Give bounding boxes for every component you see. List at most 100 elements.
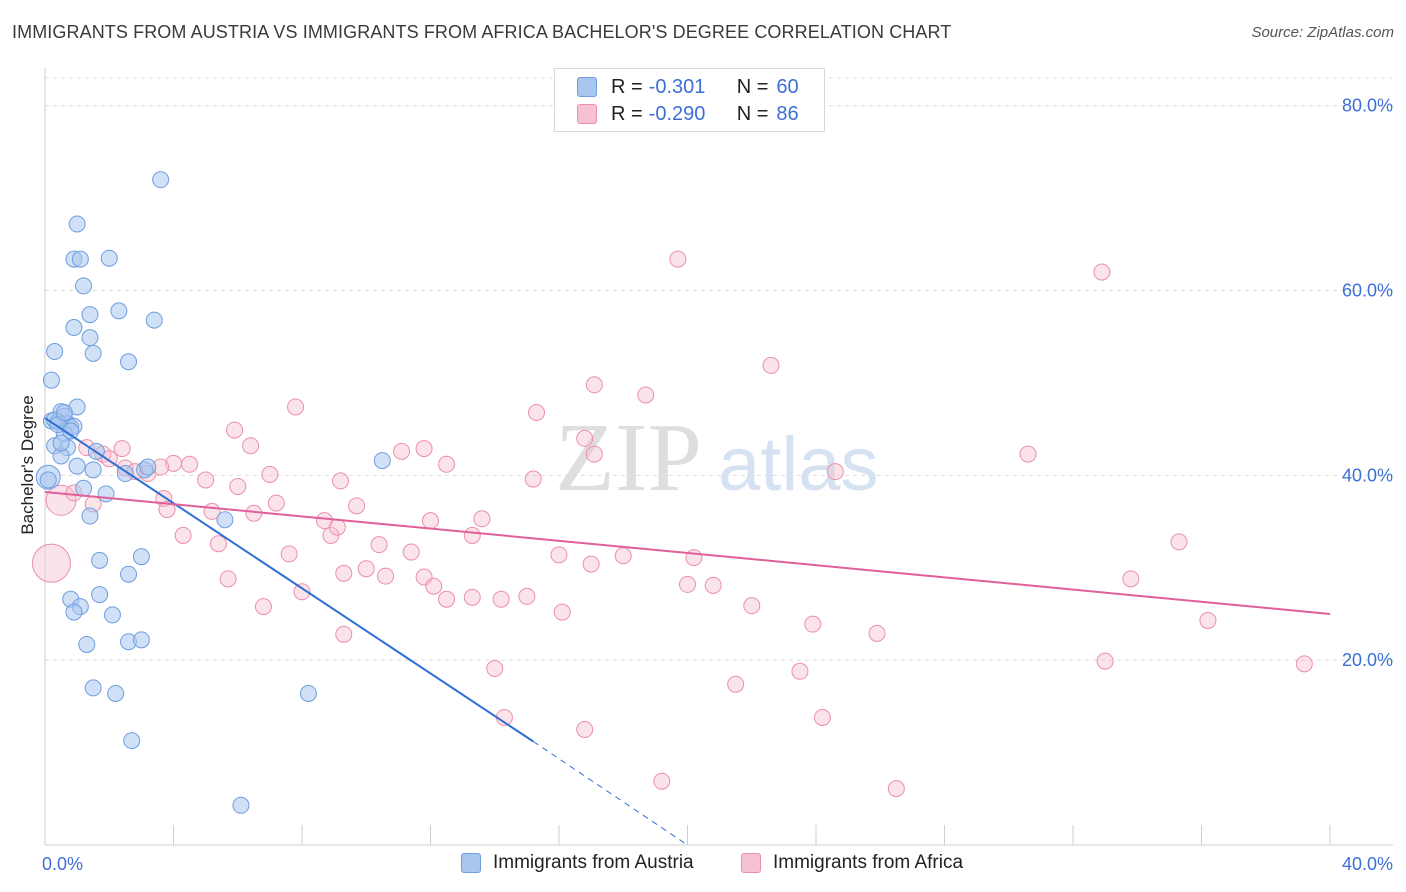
legend-swatch-africa xyxy=(577,104,597,124)
austria-point xyxy=(97,485,115,503)
austria-point xyxy=(65,319,83,337)
austria-point xyxy=(139,458,157,476)
legend-r-label: R = xyxy=(611,75,643,98)
austria-trend-extension xyxy=(533,741,688,846)
africa-point xyxy=(181,455,199,473)
africa-point xyxy=(463,526,481,544)
africa-point xyxy=(1019,445,1037,463)
x-tick-label-right: 40.0% xyxy=(1342,854,1393,874)
africa-point xyxy=(743,597,761,615)
x-tick-label-left: 0.0% xyxy=(42,854,83,874)
legend-r-value: -0.290 xyxy=(648,102,706,125)
austria-point xyxy=(120,353,138,371)
africa-point xyxy=(174,526,192,544)
watermark: ZIP atlas xyxy=(555,404,879,512)
africa-trend-line xyxy=(44,490,1331,615)
africa-point xyxy=(553,603,571,621)
africa-point xyxy=(486,659,504,677)
austria-point xyxy=(132,548,150,566)
legend-row-austria: R = -0.301 N = 60 xyxy=(577,75,799,99)
series-swatch-austria xyxy=(461,853,481,873)
africa-point xyxy=(1096,652,1114,670)
africa-point xyxy=(402,543,420,561)
series-swatch-africa xyxy=(741,853,761,873)
austria-point xyxy=(46,343,64,361)
series-label-africa: Immigrants from Africa xyxy=(773,852,964,873)
austria-point xyxy=(68,215,86,233)
series-legend-austria[interactable]: Immigrants from Austria xyxy=(461,852,694,874)
africa-point xyxy=(1295,655,1313,673)
africa-point xyxy=(261,465,279,483)
legend-n-value: 86 xyxy=(776,102,799,125)
africa-point xyxy=(267,494,285,512)
africa-point xyxy=(585,445,603,463)
africa-point xyxy=(585,376,603,394)
africa-point xyxy=(813,708,831,726)
tick-labels: 20.0% 40.0% 60.0% 80.0% 0.0% 40.0% xyxy=(42,96,1393,874)
africa-point xyxy=(685,549,703,567)
africa-point xyxy=(524,470,542,488)
legend-n-value: 60 xyxy=(776,75,799,98)
austria-point xyxy=(84,679,102,697)
africa-points xyxy=(31,250,1313,798)
africa-point xyxy=(518,587,536,605)
africa-point xyxy=(679,575,696,593)
africa-point xyxy=(197,471,215,489)
legend-r-label: R = xyxy=(611,102,643,125)
watermark-atlas: atlas xyxy=(718,422,879,507)
africa-point xyxy=(826,463,844,481)
africa-point xyxy=(804,615,822,633)
africa-point xyxy=(377,567,395,585)
series-label-austria: Immigrants from Austria xyxy=(493,852,694,873)
africa-point xyxy=(209,535,227,553)
africa-point xyxy=(158,501,176,519)
austria-point xyxy=(81,306,99,324)
legend-r-value: -0.301 xyxy=(648,75,706,98)
africa-point xyxy=(287,398,305,416)
austria-point xyxy=(75,479,93,497)
africa-point xyxy=(438,590,456,608)
africa-point xyxy=(415,440,433,458)
africa-point xyxy=(293,583,311,601)
africa-point xyxy=(328,518,346,536)
legend-n-label: N = xyxy=(736,75,769,98)
series-legend-africa[interactable]: Immigrants from Africa xyxy=(741,852,963,874)
africa-point xyxy=(637,386,655,404)
austria-point xyxy=(299,684,317,702)
legend-row-africa: R = -0.290 N = 86 xyxy=(577,102,799,126)
austria-point xyxy=(81,329,99,347)
africa-point xyxy=(113,440,131,458)
africa-point xyxy=(422,512,439,530)
austria-point xyxy=(42,371,60,389)
austria-point xyxy=(152,171,170,189)
africa-point xyxy=(229,477,247,495)
africa-point xyxy=(1122,570,1140,588)
africa-point xyxy=(254,598,272,616)
austria-point xyxy=(39,471,57,489)
y-axis-label: Bachelor's Degree xyxy=(18,395,37,535)
africa-point xyxy=(727,675,745,693)
austria-points xyxy=(35,171,391,814)
austria-point xyxy=(123,732,141,750)
austria-point xyxy=(132,631,150,649)
austria-trend-line xyxy=(44,417,534,743)
africa-point xyxy=(425,577,443,595)
africa-point xyxy=(576,429,594,447)
africa-point xyxy=(335,564,353,582)
africa-point xyxy=(280,545,298,563)
austria-point xyxy=(81,507,99,525)
austria-point xyxy=(55,404,73,422)
austria-point xyxy=(110,302,128,320)
africa-point xyxy=(348,497,366,515)
africa-point xyxy=(463,588,481,606)
africa-point xyxy=(582,555,600,573)
austria-point xyxy=(103,606,121,624)
legend-swatch-austria xyxy=(577,77,597,97)
austria-point xyxy=(100,249,118,267)
africa-point xyxy=(669,250,687,268)
y-tick-label: 60.0% xyxy=(1342,281,1393,301)
y-tick-label: 20.0% xyxy=(1342,650,1393,670)
africa-point xyxy=(492,590,510,608)
africa-point xyxy=(528,404,546,422)
